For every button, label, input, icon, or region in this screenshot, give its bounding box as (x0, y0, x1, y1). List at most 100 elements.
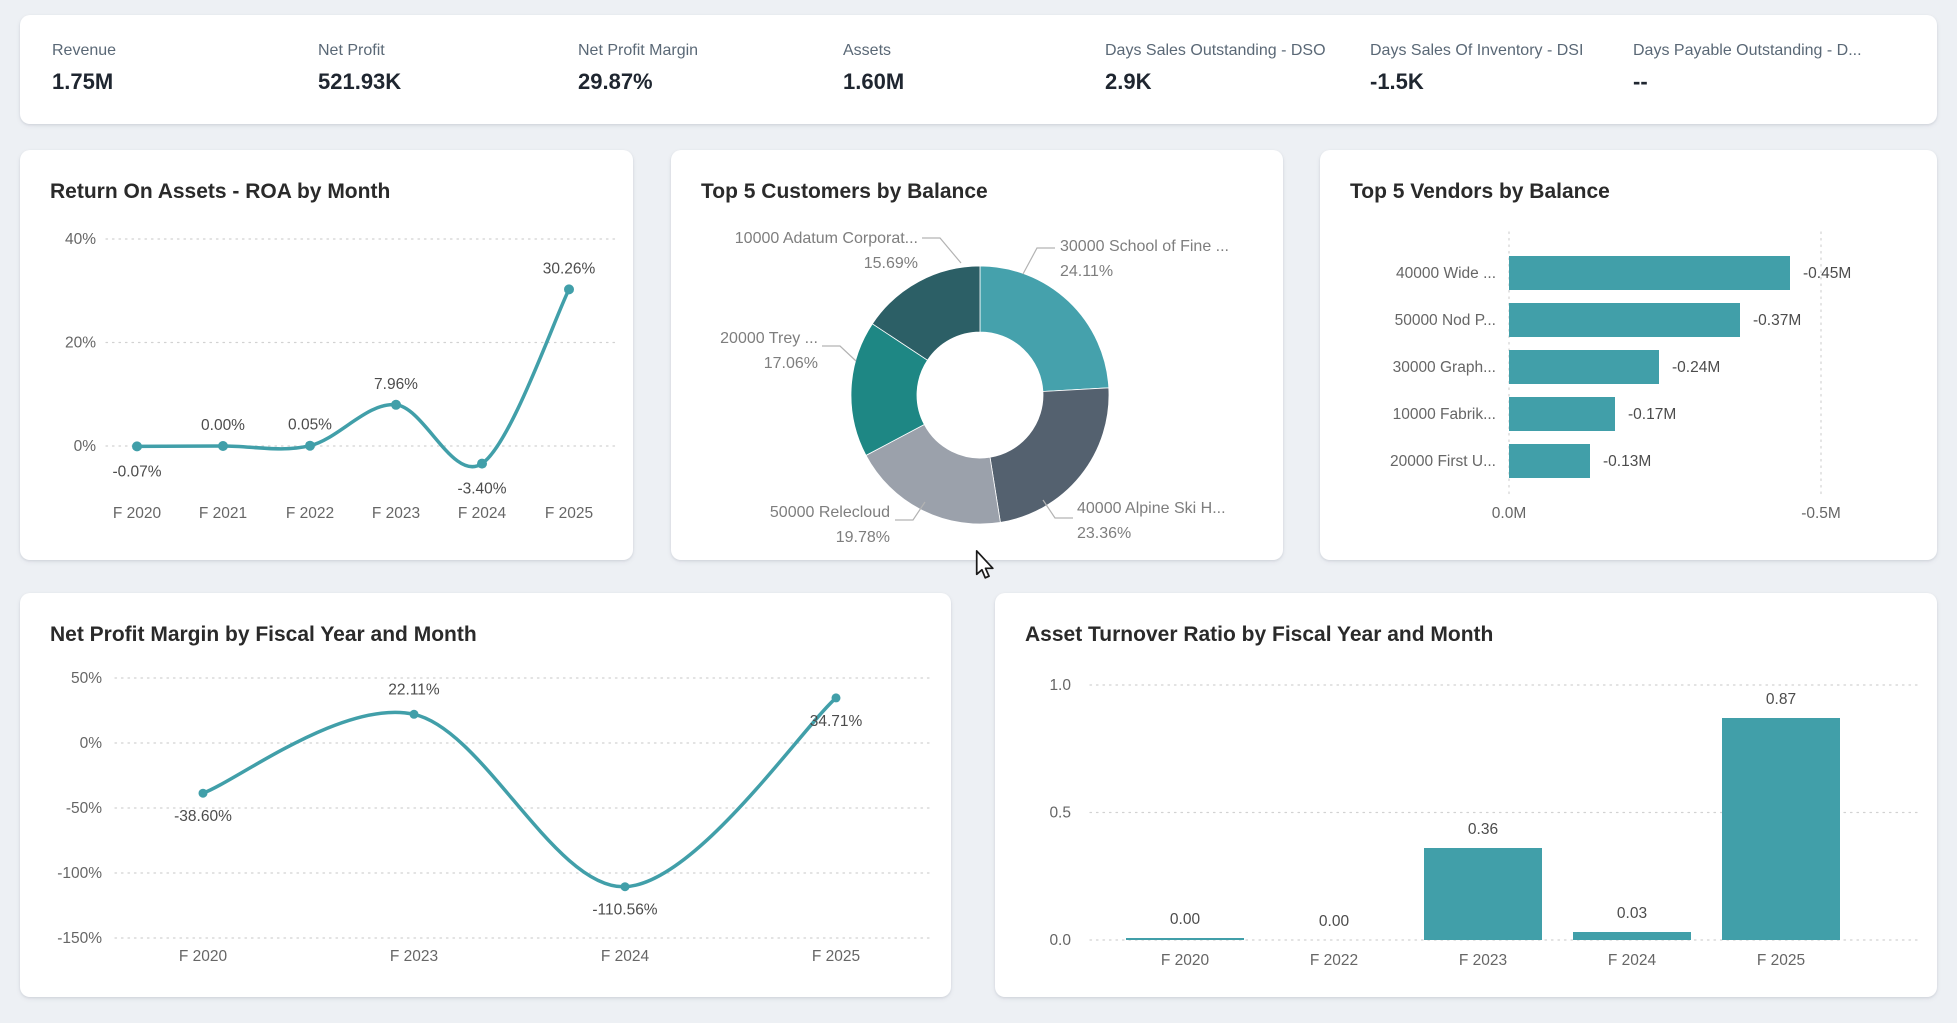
svg-text:0%: 0% (80, 735, 103, 752)
chart-title: Net Profit Margin by Fiscal Year and Mon… (50, 623, 477, 646)
vendors-bar-chart[interactable]: 0.0M -0.5M 40000 Wide ... -0.45M 50000 Nod P… (1320, 214, 1937, 565)
kpi-net-profit-margin: Net Profit Margin 29.87% (546, 42, 811, 95)
svg-text:-3.40%: -3.40% (457, 481, 506, 498)
svg-text:F 2023: F 2023 (390, 948, 438, 965)
chart-title: Top 5 Customers by Balance (701, 180, 988, 203)
roa-line-chart-card[interactable]: Return On Assets - ROA by Month 40% 20% 0%… (20, 150, 633, 560)
svg-text:0%: 0% (74, 438, 97, 455)
svg-text:0.87: 0.87 (1766, 691, 1796, 708)
donut-callout-label: 30000 School of Fine ... 24.11% (1060, 238, 1229, 280)
svg-text:-0.17M: -0.17M (1628, 406, 1676, 423)
kpi-dpo: Days Payable Outstanding - D... -- (1601, 42, 1901, 95)
svg-text:34.71%: 34.71% (810, 713, 863, 730)
svg-text:-150%: -150% (57, 930, 102, 947)
svg-text:-50%: -50% (66, 800, 102, 817)
donut-slice (979, 265, 1110, 392)
svg-text:0.03: 0.03 (1617, 905, 1647, 922)
svg-text:0.36: 0.36 (1468, 821, 1498, 838)
svg-text:F 2023: F 2023 (1459, 952, 1507, 969)
svg-text:-38.60%: -38.60% (174, 808, 232, 825)
kpi-dsi: Days Sales Of Inventory - DSI -1.5K (1338, 42, 1601, 95)
customers-donut-chart[interactable]: 30000 School of Fine ... 24.11% 40000 Alpi… (671, 150, 1283, 565)
kpi-assets: Assets 1.60M (811, 42, 1073, 95)
svg-text:1.0: 1.0 (1049, 677, 1071, 694)
svg-text:20000 First U...: 20000 First U... (1390, 453, 1496, 470)
kpi-label: Days Sales Outstanding - DSO (1105, 42, 1326, 59)
svg-text:F 2022: F 2022 (286, 505, 334, 522)
svg-text:22.11%: 22.11% (388, 681, 440, 698)
svg-text:F 2020: F 2020 (179, 948, 228, 965)
svg-text:F 2020: F 2020 (113, 505, 162, 522)
svg-text:-0.5M: -0.5M (1801, 505, 1841, 522)
svg-text:-110.56%: -110.56% (592, 902, 657, 919)
roa-line-chart[interactable]: 40% 20% 0% F 2020 F 2021 F 2022 F 2023 F 2024 F … (20, 214, 633, 565)
kpi-label: Days Payable Outstanding - D... (1633, 42, 1862, 59)
svg-text:30.26%: 30.26% (543, 260, 596, 277)
kpi-net-profit: Net Profit 521.93K (286, 42, 546, 95)
atr-bar-chart-card[interactable]: Asset Turnover Ratio by Fiscal Year and … (995, 593, 1937, 997)
kpi-strip[interactable]: Revenue 1.75M Net Profit 521.93K Net Pro… (20, 15, 1937, 124)
kpi-value: -- (1633, 69, 1648, 94)
kpi-value: 1.75M (52, 69, 114, 94)
chart-title: Return On Assets - ROA by Month (50, 180, 391, 203)
svg-text:-0.45M: -0.45M (1803, 265, 1851, 282)
customers-donut-card[interactable]: Top 5 Customers by Balance 30000 School … (671, 150, 1283, 560)
svg-text:0.0M: 0.0M (1492, 505, 1526, 522)
donut-callout-label: 40000 Alpine Ski H... 23.36% (1077, 500, 1226, 542)
donut-callout-label: 10000 Adatum Corporat... 15.69% (734, 230, 918, 272)
npm-line-chart[interactable]: 50% 0% -50% -100% -150% F 2020 F 2023 F 2024 F 2… (20, 657, 951, 1002)
svg-text:40%: 40% (65, 231, 96, 248)
donut-slice (865, 423, 1001, 525)
donut-slice (871, 265, 981, 361)
svg-text:0.05%: 0.05% (288, 417, 332, 434)
svg-text:-0.07%: -0.07% (112, 463, 161, 480)
svg-text:F 2022: F 2022 (1310, 952, 1358, 969)
donut-callout-label: 50000 Relecloud 19.78% (769, 504, 890, 546)
kpi-value: 2.9K (1105, 69, 1152, 94)
npm-line-chart-card[interactable]: Net Profit Margin by Fiscal Year and Mon… (20, 593, 951, 997)
svg-text:10000 Fabrik...: 10000 Fabrik... (1393, 406, 1496, 423)
svg-text:50000 Nod P...: 50000 Nod P... (1395, 312, 1496, 329)
chart-title: Top 5 Vendors by Balance (1350, 180, 1610, 203)
kpi-label: Days Sales Of Inventory - DSI (1370, 42, 1584, 59)
svg-text:-100%: -100% (57, 865, 102, 882)
svg-text:7.96%: 7.96% (374, 376, 418, 393)
kpi-label: Net Profit Margin (578, 42, 699, 59)
svg-text:0.00%: 0.00% (201, 417, 245, 434)
svg-text:0.0: 0.0 (1049, 932, 1071, 949)
kpi-label: Net Profit (318, 42, 385, 59)
svg-text:-0.24M: -0.24M (1672, 359, 1720, 376)
kpi-revenue: Revenue 1.75M (20, 42, 286, 95)
kpi-value: 521.93K (318, 69, 402, 94)
svg-text:20%: 20% (65, 335, 96, 352)
kpi-label: Assets (843, 42, 892, 59)
svg-text:30000 Graph...: 30000 Graph... (1393, 359, 1496, 376)
kpi-value: 29.87% (578, 69, 653, 94)
svg-text:F 2024: F 2024 (601, 948, 650, 965)
svg-text:F 2020: F 2020 (1161, 952, 1210, 969)
kpi-value: 1.60M (843, 69, 905, 94)
svg-text:F 2025: F 2025 (1757, 952, 1805, 969)
svg-text:0.00: 0.00 (1170, 911, 1201, 928)
svg-text:40000 Wide ...: 40000 Wide ... (1396, 265, 1496, 282)
donut-slice (989, 387, 1110, 523)
donut-callout-label: 20000 Trey ... 17.06% (720, 330, 818, 372)
vendors-bar-chart-card[interactable]: Top 5 Vendors by Balance 0.0M -0.5M 40000 … (1320, 150, 1937, 560)
kpi-dso: Days Sales Outstanding - DSO 2.9K (1073, 42, 1338, 95)
kpi-value: -1.5K (1370, 69, 1424, 94)
svg-text:-0.37M: -0.37M (1753, 312, 1801, 329)
svg-text:0.00: 0.00 (1319, 913, 1350, 930)
chart-title: Asset Turnover Ratio by Fiscal Year and … (1025, 623, 1494, 646)
svg-text:50%: 50% (71, 670, 102, 687)
svg-text:-0.13M: -0.13M (1603, 453, 1651, 470)
svg-text:F 2024: F 2024 (1608, 952, 1657, 969)
atr-bar-chart[interactable]: 1.0 0.5 0.0 F 2020 F 2022 F 2023 F 2024 F 2025 0… (995, 657, 1937, 1002)
kpi-label: Revenue (52, 42, 117, 59)
svg-text:F 2024: F 2024 (458, 505, 507, 522)
svg-text:0.5: 0.5 (1049, 805, 1071, 822)
svg-text:F 2025: F 2025 (545, 505, 593, 522)
svg-text:F 2025: F 2025 (812, 948, 860, 965)
svg-text:F 2021: F 2021 (199, 505, 247, 522)
svg-text:F 2023: F 2023 (372, 505, 420, 522)
